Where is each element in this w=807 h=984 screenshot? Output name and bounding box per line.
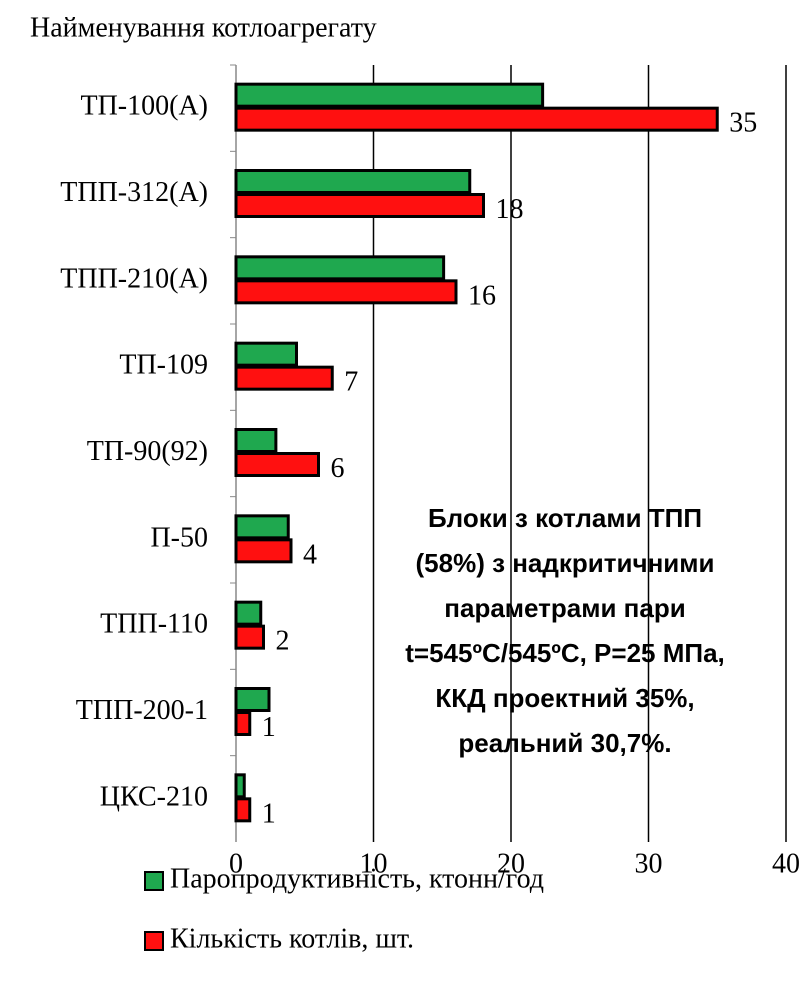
bar: [234, 600, 263, 626]
annotation: t=545ºC/545ºC, P=25 МПа,: [405, 638, 725, 668]
y-tick-label: ТПП-110: [100, 609, 208, 640]
data-label: 6: [331, 453, 345, 484]
data-label: 7: [344, 367, 358, 398]
bar: [234, 687, 271, 712]
annotation: параметрами пари: [444, 593, 685, 623]
data-label: 1: [262, 798, 276, 829]
y-tick-label: ТП-100(А): [80, 91, 208, 122]
bar: [234, 773, 246, 799]
bar: [234, 538, 293, 564]
bar: [234, 193, 485, 218]
annotation: ККД проектний 35%,: [435, 683, 694, 713]
data-label: 2: [276, 626, 290, 657]
bar: [234, 514, 290, 540]
y-tick-label: ТП-109: [119, 350, 208, 381]
bar: [234, 279, 458, 305]
data-label: 16: [468, 280, 496, 311]
y-tick-label: ТП-90(92): [87, 436, 208, 467]
data-label: 1: [262, 712, 276, 743]
y-tick-label: ТПП-312(А): [60, 177, 208, 208]
y-tick-label: ТПП-210(А): [60, 263, 208, 294]
y-tick-label: ЦКС-210: [100, 781, 208, 812]
bar: [234, 711, 252, 736]
bar: [234, 82, 545, 108]
data-label: 18: [496, 194, 524, 225]
y-tick-label: ТПП-200-1: [76, 695, 208, 726]
bar: [234, 169, 472, 194]
legend-label: Паропродуктивність, ктонн/год: [170, 863, 544, 894]
x-tick-label: 0: [229, 848, 243, 879]
bar: [234, 797, 252, 823]
legend-swatch: [144, 931, 164, 951]
bar: [234, 428, 278, 453]
bar: [234, 365, 334, 391]
x-tick-label: 30: [635, 848, 663, 879]
x-tick-label: 10: [360, 848, 388, 879]
x-tick-label: 20: [497, 848, 525, 879]
bar: [234, 341, 298, 367]
data-label: 4: [303, 539, 317, 570]
x-tick-label: 40: [772, 848, 800, 879]
bar: [234, 624, 265, 650]
data-label: 35: [729, 108, 757, 139]
annotation: (58%) з надкритичними: [416, 548, 715, 578]
axis-label: Найменування котлоагрегату: [30, 12, 377, 43]
legend-label: Кількість котлів, шт.: [170, 923, 414, 954]
annotation: Блоки з котлами ТПП: [428, 503, 702, 533]
bar: [234, 452, 320, 477]
bar: [234, 106, 719, 132]
y-tick-label: П-50: [150, 522, 208, 553]
annotation: реальний 30,7%.: [458, 728, 671, 758]
legend-swatch: [144, 871, 164, 891]
bar: [234, 255, 446, 281]
